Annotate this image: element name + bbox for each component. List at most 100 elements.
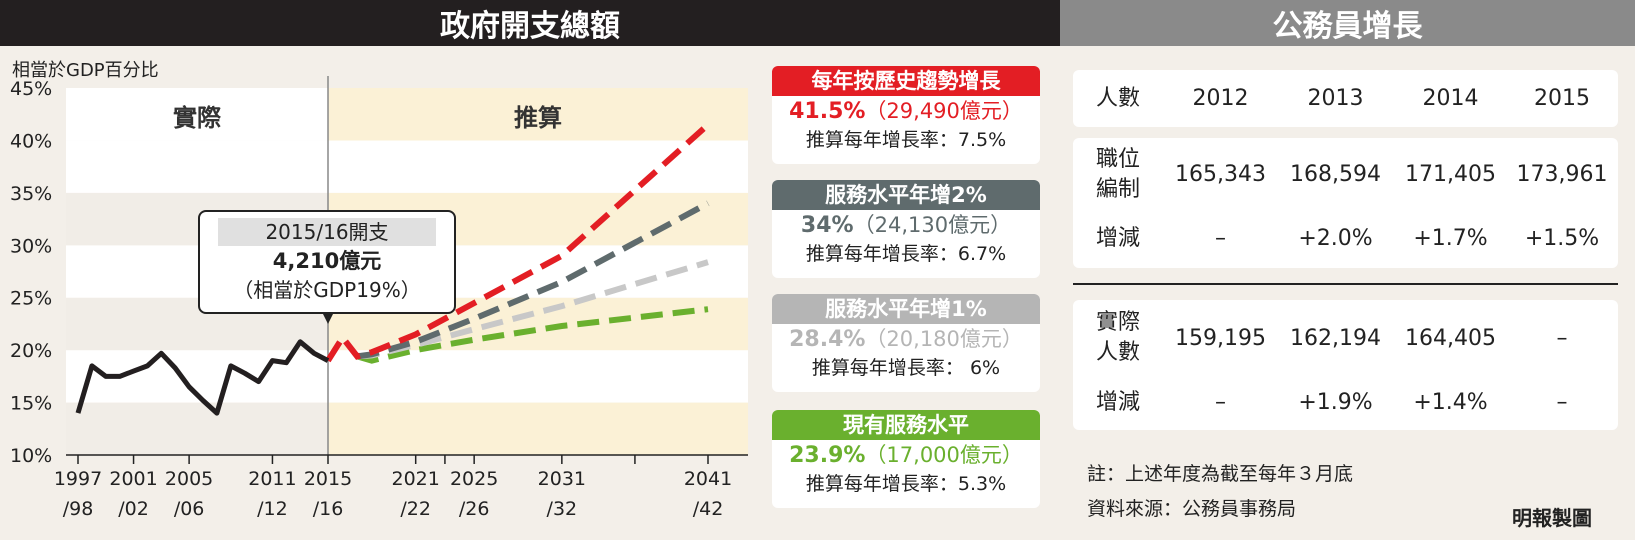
legend-amount: （20,180億元）: [865, 327, 1023, 351]
series-line-2: [356, 200, 710, 360]
y-tick-label: 45%: [10, 78, 52, 100]
x-tick-label-sub: /26: [459, 498, 490, 520]
establishment-card: [1073, 138, 1618, 268]
row-label-act-change: 增減: [1095, 390, 1140, 415]
row-label-line: 人數: [1095, 340, 1140, 365]
actual-value: 159,195: [1175, 326, 1266, 351]
x-tick-label: 2005: [165, 468, 213, 490]
actual-value: 164,405: [1405, 326, 1496, 351]
region-actual-band: [66, 88, 328, 141]
x-tick-label-sub: /16: [313, 498, 344, 520]
actual-value: –: [1556, 326, 1568, 351]
legend-value: 28.4%（20,180億元）: [772, 324, 1040, 354]
y-tick-label: 35%: [10, 183, 52, 205]
actual-card: [1073, 300, 1618, 430]
region-label-projection: 推算: [514, 104, 562, 132]
callout-pointer: [322, 312, 334, 324]
x-tick-label-sub: /98: [63, 498, 94, 520]
legend-value: 41.5%（29,490億元）: [772, 96, 1040, 126]
credit: 明報製圖: [1512, 506, 1592, 530]
legend-amount: （29,490億元）: [865, 99, 1023, 123]
x-tick-label-sub: /06: [174, 498, 205, 520]
est-change-value: +2.0%: [1298, 226, 1373, 251]
act-change-value: –: [1556, 390, 1568, 415]
band-actual: [66, 402, 328, 455]
establishment-value: 165,343: [1175, 162, 1266, 187]
legend-value: 34%（24,130億元）: [772, 210, 1040, 240]
actual-value: 162,194: [1290, 326, 1381, 351]
establishment-value: 168,594: [1290, 162, 1381, 187]
band-actual: [66, 140, 328, 193]
legend-rate: 推算每年增長率：7.5%: [805, 129, 1007, 151]
table-header-cell: 人數: [1095, 86, 1140, 111]
table-header-cell: 2013: [1307, 86, 1364, 111]
row-label-line: 編制: [1095, 177, 1140, 202]
act-change-value: –: [1215, 390, 1226, 415]
x-tick-label-sub: /22: [400, 498, 431, 520]
est-change-value: +1.5%: [1524, 226, 1600, 251]
right-title: 公務員增長: [1060, 0, 1635, 46]
x-tick-label: 2031: [538, 468, 586, 490]
series-line-4: [356, 306, 709, 364]
x-tick-label: 1997: [54, 468, 102, 490]
legend-title: 每年按歷史趨勢增長: [772, 66, 1040, 96]
row-label-line: 實際: [1095, 310, 1140, 335]
x-tick-label: 2001: [109, 468, 157, 490]
table-header-cell: 2012: [1192, 86, 1249, 111]
legend-title: 服務水平年增2%: [772, 180, 1040, 210]
y-tick-label: 15%: [10, 393, 52, 415]
y-tick-label: 30%: [10, 235, 52, 257]
legend-rate: 推算每年增長率：5.3%: [805, 473, 1007, 495]
legend-amount: （17,000億元）: [865, 443, 1023, 467]
table-divider: [1073, 283, 1618, 285]
establishment-value: 171,405: [1405, 162, 1496, 187]
y-tick-label: 10%: [10, 445, 52, 467]
legend-pct: 41.5%: [789, 99, 866, 124]
row-label-establishment: 職位 編制: [1073, 145, 1163, 205]
band-projection: [328, 402, 748, 455]
x-tick-label: 2025: [450, 468, 498, 490]
x-tick-label: 2015: [304, 468, 352, 490]
legend-rate: 推算每年增長率：6.7%: [805, 243, 1007, 265]
row-label-actual: 實際 人數: [1073, 308, 1163, 368]
legend-amount: （24,130億元）: [853, 213, 1012, 237]
act-change-value: +1.9%: [1298, 390, 1373, 415]
callout-2015-spending: 2015/16開支 4,210億元 （相當於GDP19%）: [198, 210, 456, 314]
callout-year: 2015/16開支: [218, 218, 436, 246]
legend-pct: 23.9%: [789, 443, 866, 468]
est-change-value: +1.7%: [1413, 226, 1488, 251]
x-tick-label-sub: /42: [693, 498, 724, 520]
series-line-1: [325, 122, 711, 363]
source-note: 資料來源：公務員事務局: [1087, 498, 1297, 520]
row-label-est-change: 增減: [1095, 226, 1140, 251]
left-title: 政府開支總額: [0, 0, 1060, 46]
table-header-row: [1073, 70, 1618, 127]
legend-box-3: 服務水平年增1% 28.4%（20,180億元） 推算每年增長率： 6%: [772, 294, 1040, 392]
legend-box-1: 每年按歷史趨勢增長 41.5%（29,490億元） 推算每年增長率：7.5%: [772, 66, 1040, 164]
legend-pct: 34%: [800, 213, 854, 238]
band-projection: [328, 350, 748, 403]
x-tick-label-sub: /02: [118, 498, 149, 520]
footnote: 註：上述年度為截至每年３月底: [1087, 463, 1354, 485]
est-change-value: –: [1215, 226, 1226, 251]
legend-value: 23.9%（17,000億元）: [772, 440, 1040, 470]
y-tick-label: 20%: [10, 340, 52, 362]
region-projection-band: [328, 88, 748, 141]
legend-box-4: 現有服務水平 23.9%（17,000億元） 推算每年增長率：5.3%: [772, 410, 1040, 508]
callout-gdp-share: （相當於GDP19%）: [233, 278, 421, 302]
legend-box-2: 服務水平年增2% 34%（24,130億元） 推算每年增長率：6.7%: [772, 180, 1040, 278]
x-tick-label-sub: /32: [547, 498, 578, 520]
act-change-value: +1.4%: [1413, 390, 1488, 415]
region-label-actual: 實際: [173, 104, 221, 132]
y-tick-label: 25%: [10, 288, 52, 310]
y-tick-label: 40%: [10, 130, 52, 152]
callout-amount: 4,210億元: [272, 249, 382, 273]
table-header-cell: 2014: [1422, 86, 1479, 111]
x-tick-label: 2021: [392, 468, 440, 490]
establishment-value: 173,961: [1516, 162, 1608, 187]
x-tick-label-sub: /12: [257, 498, 288, 520]
band-projection: [328, 140, 748, 193]
y-axis-label: 相當於GDP百分比: [12, 60, 159, 81]
actual-line: [75, 339, 330, 416]
row-label-line: 職位: [1095, 147, 1140, 172]
